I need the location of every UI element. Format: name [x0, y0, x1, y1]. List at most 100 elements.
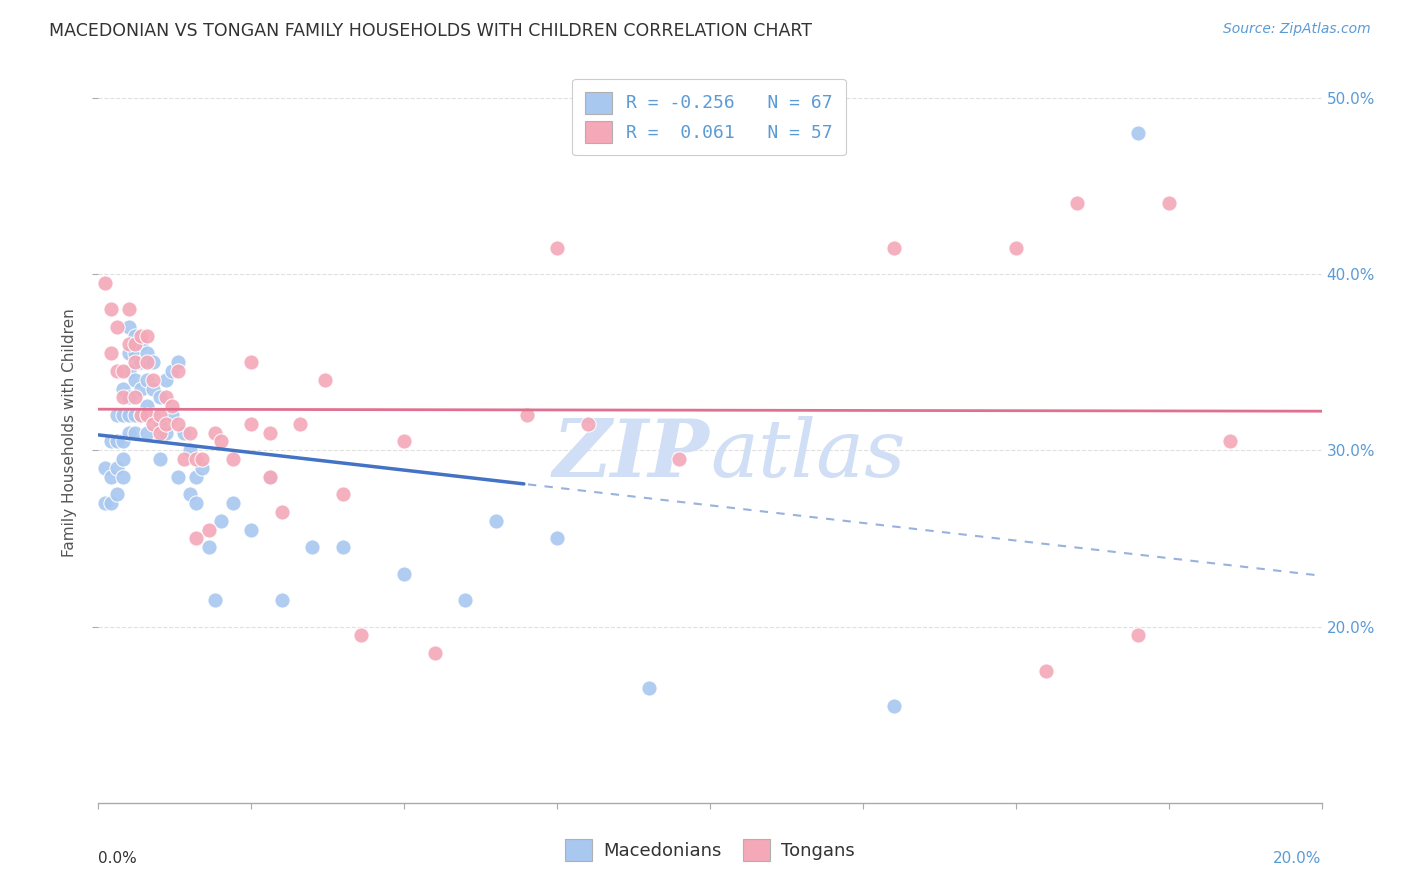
Point	[259, 469, 281, 483]
Text: 20.0%: 20.0%	[1274, 851, 1322, 866]
Point	[129, 382, 152, 396]
Point	[167, 364, 190, 378]
Point	[332, 487, 354, 501]
Point	[149, 425, 172, 440]
Point	[142, 355, 165, 369]
Point	[485, 514, 508, 528]
Point	[136, 373, 159, 387]
Point	[105, 364, 128, 378]
Point	[1035, 664, 1057, 678]
Point	[1128, 126, 1150, 140]
Text: MACEDONIAN VS TONGAN FAMILY HOUSEHOLDS WITH CHILDREN CORRELATION CHART: MACEDONIAN VS TONGAN FAMILY HOUSEHOLDS W…	[49, 22, 813, 40]
Point	[240, 417, 263, 431]
Point	[179, 443, 201, 458]
Point	[259, 469, 281, 483]
Point	[129, 355, 152, 369]
Point	[160, 399, 183, 413]
Point	[290, 417, 312, 431]
Point	[136, 328, 159, 343]
Point	[93, 276, 115, 290]
Point	[118, 364, 141, 378]
Point	[191, 452, 214, 467]
Point	[173, 425, 195, 440]
Point	[179, 425, 201, 440]
Point	[142, 417, 165, 431]
Point	[124, 390, 146, 404]
Point	[155, 417, 177, 431]
Point	[222, 452, 245, 467]
Point	[240, 523, 263, 537]
Point	[191, 461, 214, 475]
Point	[105, 487, 128, 501]
Point	[637, 681, 661, 696]
Point	[124, 425, 146, 440]
Point	[1066, 196, 1088, 211]
Point	[129, 328, 152, 343]
Point	[136, 408, 159, 422]
Point	[105, 408, 128, 422]
Point	[124, 346, 146, 360]
Y-axis label: Family Households with Children: Family Households with Children	[62, 309, 77, 557]
Point	[1157, 196, 1180, 211]
Point	[136, 355, 159, 369]
Point	[1128, 628, 1150, 642]
Point	[209, 434, 232, 449]
Point	[197, 523, 219, 537]
Point	[423, 646, 446, 660]
Point	[883, 240, 905, 255]
Point	[186, 469, 208, 483]
Point	[93, 461, 115, 475]
Point	[105, 461, 128, 475]
Point	[149, 417, 172, 431]
Point	[350, 628, 373, 642]
Text: Source: ZipAtlas.com: Source: ZipAtlas.com	[1223, 22, 1371, 37]
Point	[124, 408, 146, 422]
Point	[546, 240, 568, 255]
Point	[118, 408, 141, 422]
Point	[186, 452, 208, 467]
Point	[160, 408, 183, 422]
Point	[222, 496, 245, 510]
Point	[142, 408, 165, 422]
Point	[111, 390, 134, 404]
Point	[111, 469, 134, 483]
Point	[167, 469, 190, 483]
Text: ZIP: ZIP	[553, 416, 710, 493]
Point	[155, 425, 177, 440]
Point	[270, 593, 292, 607]
Point	[204, 593, 226, 607]
Point	[197, 540, 219, 554]
Point	[118, 319, 141, 334]
Point	[129, 337, 152, 351]
Point	[883, 698, 905, 713]
Point	[142, 373, 165, 387]
Point	[118, 390, 141, 404]
Point	[124, 355, 146, 369]
Point	[136, 425, 159, 440]
Point	[111, 408, 134, 422]
Point	[332, 540, 354, 554]
Point	[136, 346, 159, 360]
Point	[270, 505, 292, 519]
Point	[100, 496, 122, 510]
Point	[124, 373, 146, 387]
Point	[155, 390, 177, 404]
Point	[259, 425, 281, 440]
Point	[186, 496, 208, 510]
Point	[100, 302, 122, 317]
Point	[155, 373, 177, 387]
Point	[392, 566, 416, 581]
Point	[124, 328, 146, 343]
Point	[204, 425, 226, 440]
Point	[111, 364, 134, 378]
Point	[118, 337, 141, 351]
Point	[149, 408, 172, 422]
Text: 0.0%: 0.0%	[98, 851, 138, 866]
Point	[118, 302, 141, 317]
Point	[167, 355, 190, 369]
Point	[1219, 434, 1241, 449]
Point	[142, 382, 165, 396]
Point	[118, 346, 141, 360]
Point	[111, 434, 134, 449]
Point	[160, 364, 183, 378]
